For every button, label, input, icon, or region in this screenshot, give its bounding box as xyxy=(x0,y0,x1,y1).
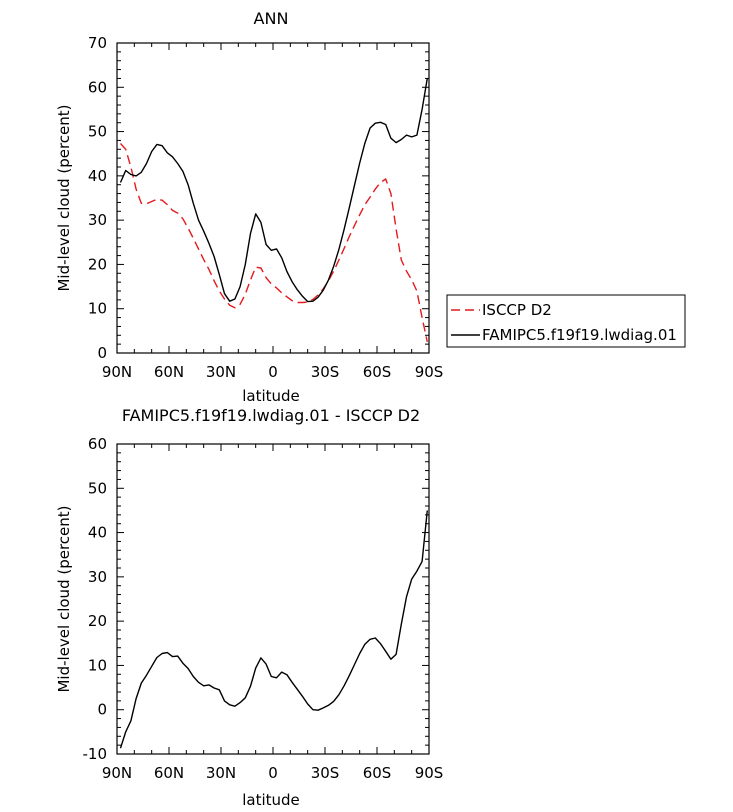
series-line-difference xyxy=(119,510,428,749)
chart-1-ticks xyxy=(116,42,430,354)
chart-1-title: ANN xyxy=(254,9,289,28)
x-tick-label: 30S xyxy=(311,764,340,782)
chart-1-x-axis-label: latitude xyxy=(242,387,300,405)
y-tick-label: 20 xyxy=(88,255,107,273)
x-tick-label: 60S xyxy=(363,363,392,381)
panel-2: FAMIPC5.f19f19.lwdiag.01 - ISCCP D2 -10 0… xyxy=(55,406,443,809)
x-tick-label: 60N xyxy=(154,363,184,381)
chart-2-x-axis-label: latitude xyxy=(242,791,300,809)
legend-label-model: FAMIPC5.f19f19.lwdiag.01 xyxy=(482,326,677,344)
series-line-famipc5-f19f19-lwdiag-01 xyxy=(119,78,428,303)
chart-1-legend: ISCCP D2 FAMIPC5.f19f19.lwdiag.01 xyxy=(446,294,686,348)
y-tick-label: 20 xyxy=(88,612,107,630)
chart-1-frame xyxy=(116,42,430,354)
y-tick-label: 60 xyxy=(88,435,107,453)
chart-2-title: FAMIPC5.f19f19.lwdiag.01 - ISCCP D2 xyxy=(122,406,420,425)
y-tick-label: 30 xyxy=(88,211,107,229)
legend-box xyxy=(446,294,686,348)
y-tick-label: 0 xyxy=(97,701,107,719)
x-tick-label: 60S xyxy=(363,764,392,782)
y-tick-label: 40 xyxy=(88,167,107,185)
x-tick-label: 0 xyxy=(268,363,278,381)
y-tick-label: 70 xyxy=(88,34,107,52)
x-tick-label: 30N xyxy=(206,363,236,381)
chart-2-frame xyxy=(116,443,430,755)
chart-1-x-tick-labels: 90N 60N 30N 0 30S 60S 90S xyxy=(102,363,443,381)
x-tick-label: 60N xyxy=(154,764,184,782)
y-tick-label: 10 xyxy=(88,656,107,674)
x-tick-label: 30N xyxy=(206,764,236,782)
x-tick-label: 90N xyxy=(102,363,132,381)
series-line-isccp-d2 xyxy=(119,143,428,343)
legend-label-isccp: ISCCP D2 xyxy=(482,301,552,319)
chart-1-y-tick-labels: 0 10 20 30 40 50 60 70 xyxy=(88,34,107,362)
x-tick-label: 30S xyxy=(311,363,340,381)
y-tick-label: 0 xyxy=(97,344,107,362)
chart-2-y-axis-label: Mid-level cloud (percent) xyxy=(55,505,73,692)
y-tick-label: 50 xyxy=(88,123,107,141)
chart-2-ticks xyxy=(116,443,430,755)
x-tick-label: 90N xyxy=(102,764,132,782)
y-tick-label: 50 xyxy=(88,479,107,497)
chart-2-x-tick-labels: 90N 60N 30N 0 30S 60S 90S xyxy=(102,764,443,782)
chart-2-series xyxy=(119,510,428,749)
x-tick-label: 90S xyxy=(415,764,444,782)
chart-1-series xyxy=(119,78,428,343)
chart-1-y-axis-label: Mid-level cloud (percent) xyxy=(55,104,73,291)
x-tick-label: 90S xyxy=(415,363,444,381)
y-tick-label: -10 xyxy=(83,745,108,763)
y-tick-label: 10 xyxy=(88,300,107,318)
y-tick-label: 40 xyxy=(88,524,107,542)
y-tick-label: 60 xyxy=(88,78,107,96)
chart-2-y-tick-labels: -10 0 10 20 30 40 50 60 xyxy=(83,435,108,763)
x-tick-label: 0 xyxy=(268,764,278,782)
y-tick-label: 30 xyxy=(88,568,107,586)
